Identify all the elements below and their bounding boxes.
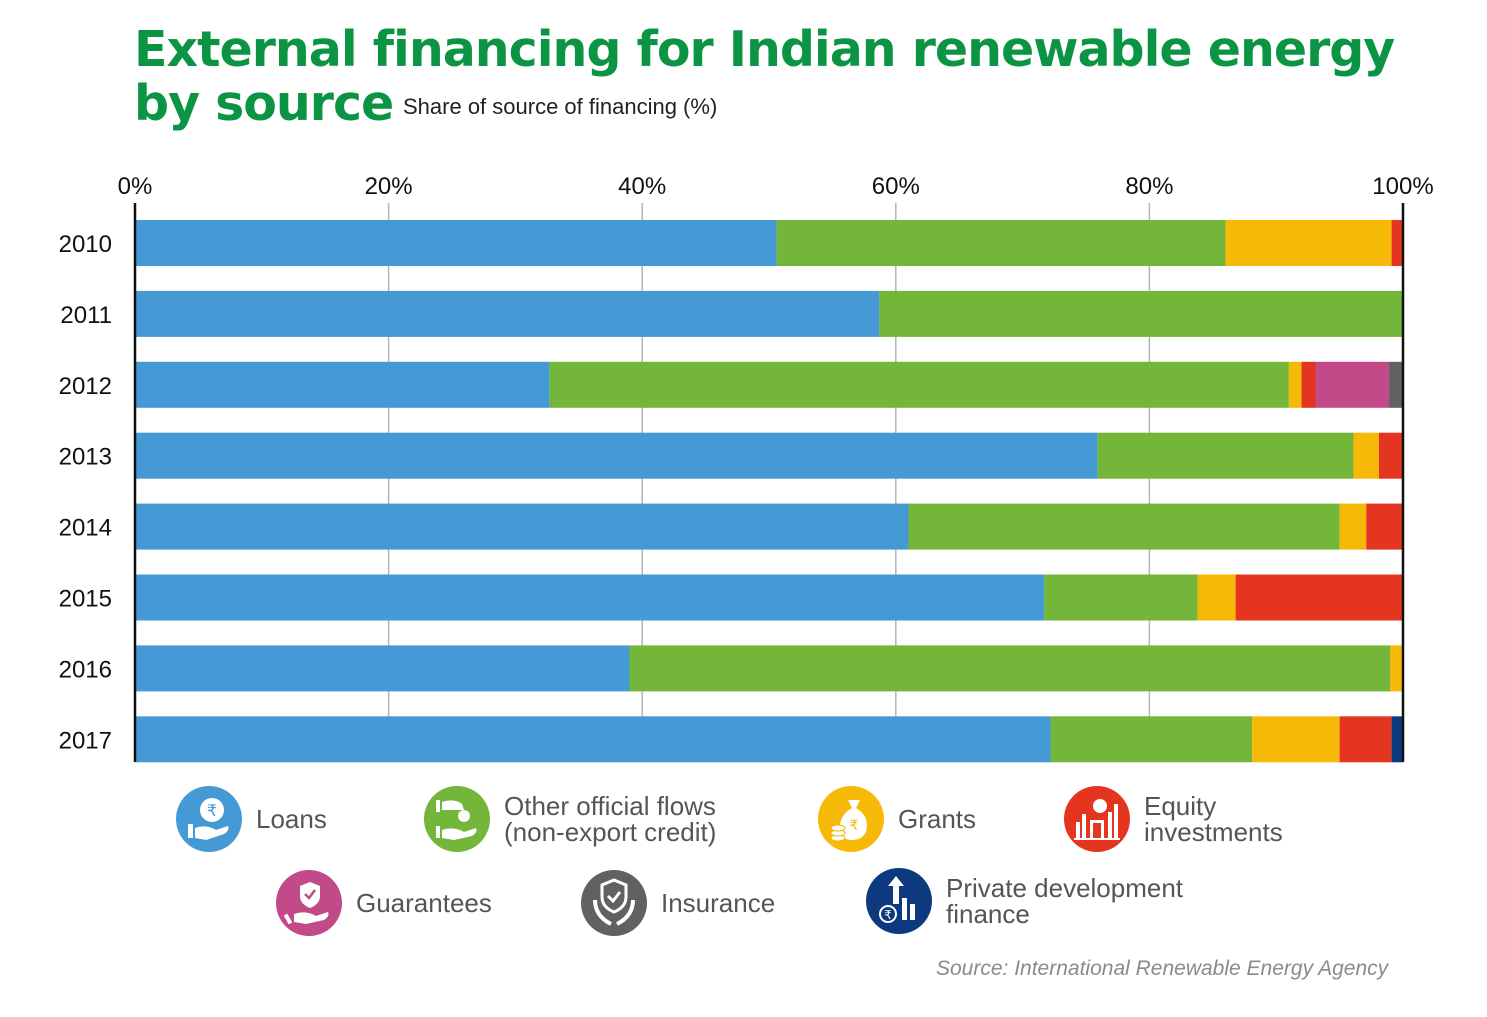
source-note: Source: International Renewable Energy A… [936,957,1389,980]
x-tick-label: 20% [365,173,413,200]
bar-group-2014 [135,503,1403,550]
legend-label-insurance: Insurance [661,888,776,918]
x-tick-label: 0% [118,173,153,200]
bar-segment-2017-equity-investments [1339,716,1392,763]
y-category-label: 2011 [60,302,112,329]
y-axis-categories: 2010 2011 2012 2013 2014 2015 2016 2017 [59,231,112,754]
bar-segment-2010-grants [1225,220,1392,266]
y-category-label: 2014 [59,515,112,542]
bar-segment-2014-loans [135,503,909,550]
bars [135,220,1403,763]
growth-arrow-icon: ₹ [866,868,932,934]
y-category-label: 2016 [59,656,112,683]
legend-label-grants: Grants [898,804,977,834]
bar-segment-2012-insurance [1389,361,1403,408]
bar-segment-2016-other-official-flows-non-export-credit [629,645,1391,692]
bar-segment-2017-grants [1252,716,1340,763]
bar-segment-2016-grants [1390,645,1403,692]
bar-segment-2013-equity-investments [1378,432,1403,479]
bar-group-2015 [135,574,1403,621]
bar-segment-2013-grants [1353,432,1379,479]
equity-chart-icon [1064,786,1130,852]
y-category-label: 2017 [59,727,112,754]
bar-group-2017 [135,716,1403,763]
bar-segment-2012-guarantees [1315,361,1390,408]
legend-label-guarantees: Guarantees [356,888,492,918]
chart-title-line-1: External financing for Indian renewable … [134,21,1395,78]
money-bag-icon: ₹ [818,786,884,852]
y-category-label: 2012 [59,373,112,400]
legend-item-guarantees: Guarantees [276,870,492,936]
bar-segment-2014-equity-investments [1366,503,1403,550]
bar-segment-2017-other-official-flows-non-export-credit [1050,716,1253,763]
bar-group-2011 [135,290,1403,337]
bar-segment-2012-grants [1288,361,1302,408]
bar-segment-2016-loans [135,645,630,692]
x-tick-label: 80% [1125,173,1173,200]
bar-segment-2010-other-official-flows-non-export-credit [776,220,1226,266]
svg-text:₹: ₹ [850,818,859,834]
legend-label-private-development-finance: Private development finance [946,873,1184,929]
chart-title-line-2: by source [134,75,394,132]
x-tick-label: 60% [872,173,920,200]
bar-segment-2012-loans [135,361,550,408]
bar-group-2013 [135,432,1403,479]
bar-group-2012 [135,361,1403,408]
legend-item-insurance: Insurance [581,870,775,936]
hand-rupee-icon: ₹ [176,786,242,852]
y-category-label: 2015 [59,586,112,613]
bar-segment-2013-other-official-flows-non-export-credit [1097,432,1354,479]
svg-text:₹: ₹ [884,908,892,922]
shield-hands-icon [581,870,647,936]
legend-label-equity: Equity investments [1144,791,1283,847]
legend-item-grants: ₹ Grants [818,786,976,852]
bar-segment-2013-loans [135,432,1098,479]
legend-item-other-official-flows: Other official flows (non-export credit) [424,786,716,852]
bar-segment-2010-equity-investments [1391,220,1403,266]
bar-group-2010 [135,220,1403,266]
bar-segment-2011-other-official-flows-non-export-credit [879,290,1403,337]
hand-shield-icon [276,870,342,936]
bar-segment-2015-loans [135,574,1045,621]
x-tick-label: 40% [618,173,666,200]
bar-segment-2012-other-official-flows-non-export-credit [549,361,1289,408]
bar-segment-2014-other-official-flows-non-export-credit [908,503,1340,550]
hand-coin-drop-icon [424,786,490,852]
legend-item-private-development-finance: ₹ Private development finance [866,868,1183,934]
bar-segment-2017-private-development-finance [1391,716,1403,763]
bar-segment-2014-grants [1339,503,1367,550]
x-tick-label: 100% [1372,173,1433,200]
y-category-label: 2010 [59,231,112,258]
bar-segment-2012-equity-investments [1301,361,1316,408]
bar-segment-2015-equity-investments [1235,574,1403,621]
legend-item-loans: ₹ Loans [176,786,327,852]
legend-label-other-official-flows: Other official flows (non-export credit) [504,791,717,847]
bar-group-2016 [135,645,1403,692]
svg-text:₹: ₹ [207,801,217,820]
bar-segment-2011-loans [135,290,880,337]
bar-segment-2017-loans [135,716,1051,763]
legend-item-equity: Equity investments [1064,786,1283,852]
bar-segment-2010-loans [135,220,777,266]
y-category-label: 2013 [59,444,112,471]
bar-segment-2015-grants [1197,574,1236,621]
legend-label-loans: Loans [256,804,327,834]
bar-segment-2015-other-official-flows-non-export-credit [1044,574,1198,621]
chart-subtitle: Share of source of financing (%) [403,94,718,119]
x-axis-ticks: 0% 20% 40% 60% 80% 100% [118,173,1434,200]
